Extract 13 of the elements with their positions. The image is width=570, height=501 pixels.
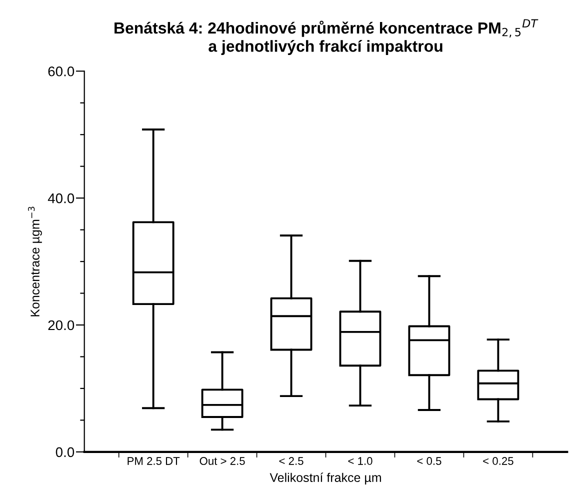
x-tick-label: PM 2.5 DT [128,457,180,465]
chart-title: Benátská 4: 24hodinové průměrné koncentrace PM$_{2,5}$$^{DT}$ a jednotlivých frakcí impaktrou [114,19,538,56]
y-tick-label: 20.0 [48,320,74,330]
x-tick-label: Out > 2.5 [200,457,245,465]
x-tick-label: < 2.5 [279,457,304,465]
y-tick-label: 0.0 [56,447,74,458]
x-tick-label: < 0.5 [417,457,442,465]
y-tick-label: 60.0 [48,66,74,76]
x-tick-label: < 1.0 [348,457,372,465]
y-axis-title: Koncentrace µgm$^{−3}$ [28,206,42,316]
y-tick-label: 40.0 [48,193,74,204]
x-tick-label: < 0.25 [483,457,514,465]
x-axis-title: Velikostní frakce µm [270,472,381,484]
